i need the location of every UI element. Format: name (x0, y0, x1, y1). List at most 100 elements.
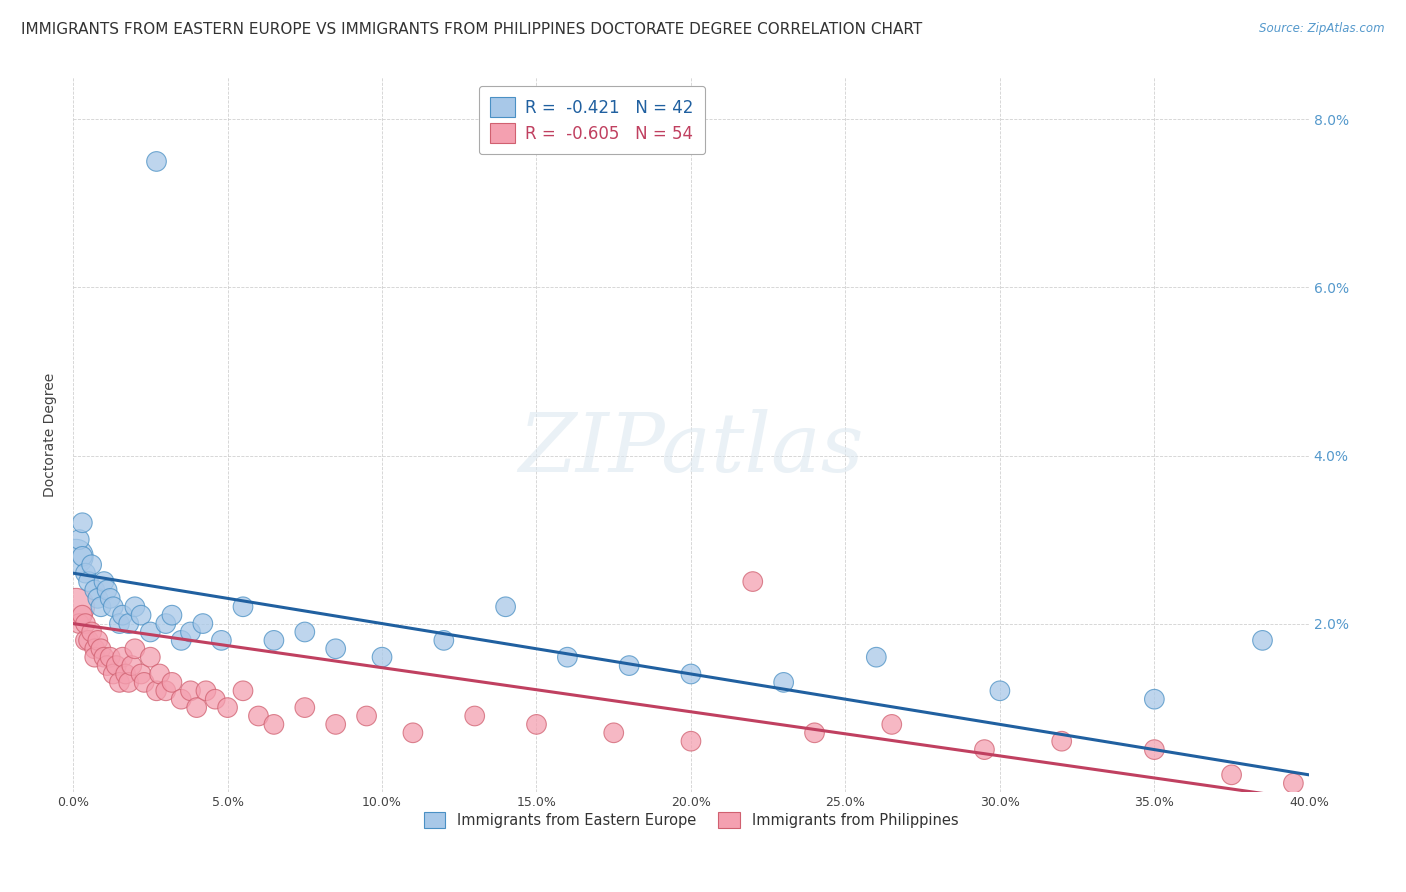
Point (75, 566, 97, 581)
Point (93, 574, 115, 589)
Point (186, 700, 208, 714)
Point (65, 549, 87, 564)
Point (155, 683, 177, 698)
Point (108, 616, 131, 631)
Point (232, 683, 254, 698)
Point (129, 667, 152, 681)
Point (803, 726, 825, 740)
Point (179, 683, 201, 698)
Point (90, 641, 112, 656)
Point (217, 700, 239, 714)
Point (83, 582, 105, 597)
Point (75, 633, 97, 648)
Point (111, 608, 134, 623)
Point (191, 616, 214, 631)
Point (325, 717, 347, 731)
Point (160, 608, 183, 623)
Point (402, 726, 425, 740)
Y-axis label: Doctorate Degree: Doctorate Degree (44, 372, 58, 497)
Point (294, 700, 316, 714)
Point (83, 641, 105, 656)
Point (232, 599, 254, 614)
Point (263, 633, 285, 648)
Text: Source: ZipAtlas.com: Source: ZipAtlas.com (1260, 22, 1385, 36)
Point (1220, 768, 1243, 782)
Point (124, 641, 146, 656)
Point (179, 624, 201, 639)
Point (617, 658, 640, 673)
Point (118, 616, 141, 631)
Point (1143, 742, 1166, 756)
Point (973, 742, 995, 756)
Point (371, 650, 394, 665)
Point (67, 616, 90, 631)
Point (160, 675, 183, 690)
Point (149, 667, 172, 681)
Point (294, 624, 316, 639)
Point (72, 549, 94, 564)
Point (96, 582, 118, 597)
Point (139, 650, 162, 665)
Point (1251, 633, 1274, 648)
Point (772, 675, 794, 690)
Point (865, 650, 887, 665)
Point (98, 591, 121, 606)
Point (114, 667, 136, 681)
Point (155, 616, 177, 631)
Point (741, 574, 763, 589)
Point (464, 709, 486, 723)
Point (80, 558, 103, 572)
Point (108, 675, 131, 690)
Point (170, 633, 193, 648)
Point (67, 533, 90, 547)
Point (124, 599, 146, 614)
Point (72, 516, 94, 530)
Point (129, 608, 152, 623)
Point (557, 650, 579, 665)
Point (65, 599, 87, 614)
Point (145, 683, 167, 698)
Point (679, 667, 702, 681)
Point (72, 608, 94, 623)
Point (77, 574, 100, 589)
Point (75, 616, 97, 631)
Text: IMMIGRANTS FROM EASTERN EUROPE VS IMMIGRANTS FROM PHILIPPINES DOCTORATE DEGREE C: IMMIGRANTS FROM EASTERN EUROPE VS IMMIGR… (21, 22, 922, 37)
Point (118, 675, 141, 690)
Point (111, 650, 134, 665)
Point (209, 633, 232, 648)
Point (204, 692, 226, 706)
Point (87, 633, 110, 648)
Point (880, 717, 903, 731)
Point (247, 709, 270, 723)
Point (145, 154, 167, 169)
Point (93, 650, 115, 665)
Point (80, 624, 103, 639)
Point (77, 633, 100, 648)
Text: ZIPatlas: ZIPatlas (519, 409, 863, 489)
Point (87, 591, 110, 606)
Point (495, 599, 517, 614)
Legend: Immigrants from Eastern Europe, Immigrants from Philippines: Immigrants from Eastern Europe, Immigran… (418, 805, 965, 834)
Point (526, 717, 548, 731)
Point (83, 650, 105, 665)
Point (1143, 692, 1166, 706)
Point (194, 683, 217, 698)
Point (1050, 734, 1073, 748)
Point (121, 658, 143, 673)
Point (433, 633, 456, 648)
Point (103, 599, 125, 614)
Point (325, 641, 347, 656)
Point (603, 726, 626, 740)
Point (98, 650, 121, 665)
Point (103, 667, 125, 681)
Point (1282, 776, 1305, 790)
Point (170, 692, 193, 706)
Point (134, 675, 156, 690)
Point (139, 624, 162, 639)
Point (356, 709, 378, 723)
Point (96, 658, 118, 673)
Point (679, 734, 702, 748)
Point (988, 683, 1011, 698)
Point (263, 717, 285, 731)
Point (90, 599, 112, 614)
